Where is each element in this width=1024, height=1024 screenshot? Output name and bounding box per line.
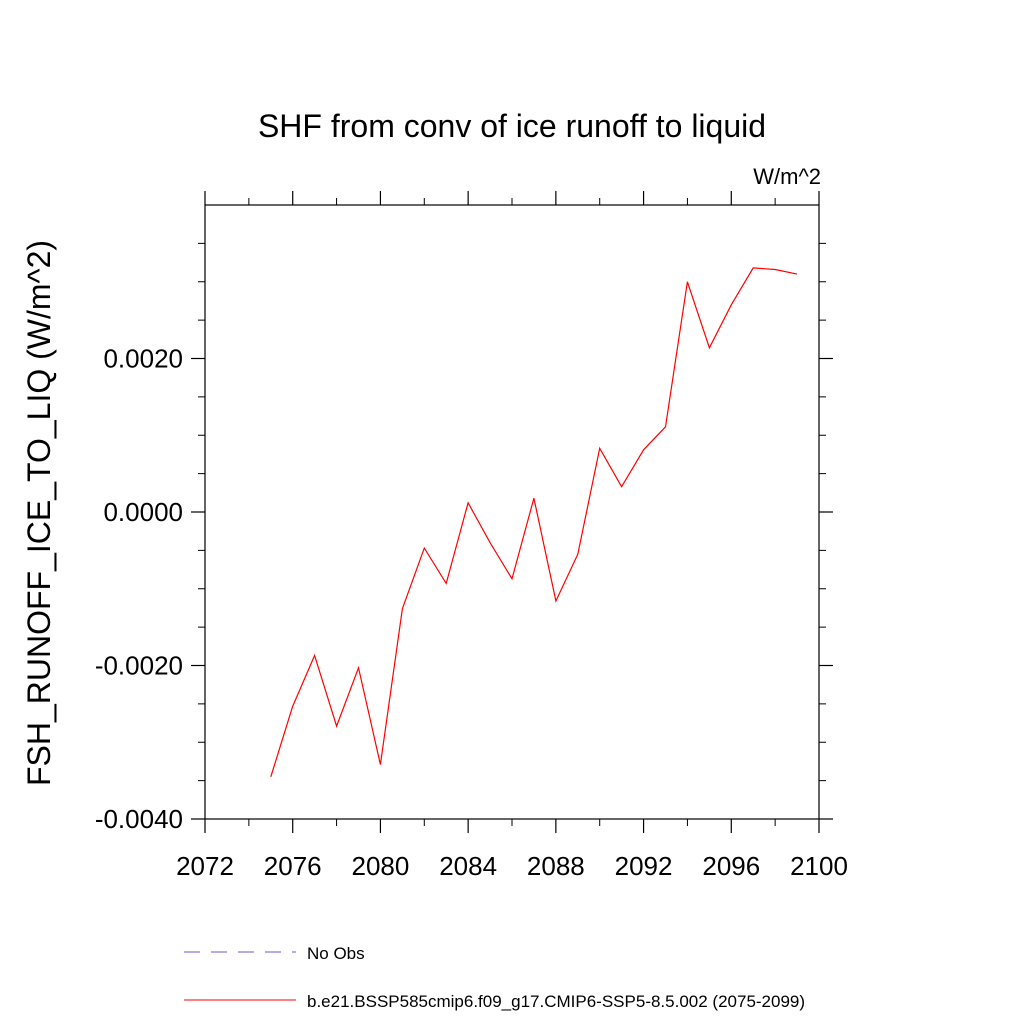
data-point	[314, 655, 316, 657]
y-tick-label: -0.0020	[95, 651, 183, 681]
data-point	[774, 269, 776, 271]
chart-title: SHF from conv of ice runoff to liquid	[258, 108, 766, 144]
data-point	[336, 725, 338, 727]
units-label: W/m^2	[753, 164, 821, 189]
x-tick-label: 2100	[790, 851, 848, 881]
x-tick-label: 2096	[702, 851, 760, 881]
x-tick-label: 2072	[176, 851, 234, 881]
data-point	[270, 776, 272, 778]
data-point	[709, 347, 711, 349]
data-point	[730, 304, 732, 306]
data-point	[577, 553, 579, 555]
series-line	[270, 267, 798, 777]
x-tick-label: 2092	[615, 851, 673, 881]
legend-label: No Obs	[307, 944, 365, 963]
data-point	[380, 764, 382, 766]
plot-frame	[204, 204, 820, 820]
x-tick-label: 2084	[439, 851, 497, 881]
data-point	[511, 578, 513, 580]
data-point	[752, 267, 754, 269]
data-point	[423, 547, 425, 549]
axis-ticks	[191, 191, 833, 833]
axis-tick-labels: 2072 2076 2080 2084 2088 2092 2096 2100 -0.0040 -…	[95, 344, 848, 882]
data-point	[445, 583, 447, 585]
y-tick-label: -0.0040	[95, 804, 183, 834]
data-point	[358, 667, 360, 669]
x-tick-label: 2076	[264, 851, 322, 881]
x-tick-label: 2080	[352, 851, 410, 881]
data-point	[555, 600, 557, 602]
data-point	[621, 486, 623, 488]
y-tick-label: 0.0000	[103, 497, 183, 527]
data-point	[687, 281, 689, 283]
series-layer	[270, 267, 798, 777]
y-axis-label: FSH_RUNOFF_ICE_TO_LIQ (W/m^2)	[21, 240, 57, 786]
data-point	[402, 608, 404, 610]
data-point	[489, 542, 491, 544]
x-tick-label: 2088	[527, 851, 585, 881]
legend: No Obs b.e21.BSSP585cmip6.f09_g17.CMIP6-S…	[184, 944, 805, 1011]
data-point	[292, 705, 294, 707]
y-tick-label: 0.0020	[103, 344, 183, 374]
data-point	[796, 273, 798, 275]
data-point	[599, 447, 601, 449]
data-point	[643, 449, 645, 451]
data-point	[533, 497, 535, 499]
legend-label: b.e21.BSSP585cmip6.f09_g17.CMIP6-SSP5-8.…	[307, 992, 805, 1011]
data-point	[665, 426, 667, 428]
data-point	[467, 502, 469, 504]
